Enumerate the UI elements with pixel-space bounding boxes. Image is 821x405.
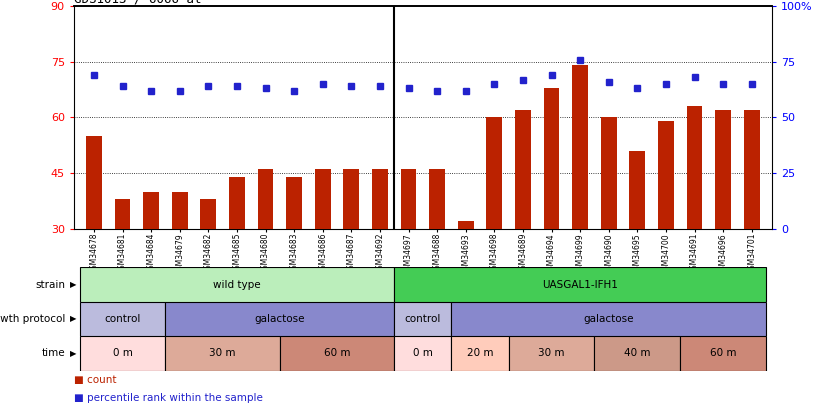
Text: UASGAL1-IFH1: UASGAL1-IFH1 (542, 279, 618, 290)
Bar (80, 267, 394, 302)
Bar (452, 336, 509, 371)
Bar (458, 222, 474, 340)
Text: 60 m: 60 m (323, 348, 351, 358)
Bar (487, 117, 502, 340)
Bar (394, 336, 452, 371)
Bar (572, 66, 588, 340)
Bar (86, 136, 102, 340)
Bar (280, 336, 394, 371)
Bar (594, 336, 681, 371)
Text: GDS1013 / 6066_at: GDS1013 / 6066_at (74, 0, 201, 5)
Bar (165, 336, 280, 371)
Bar (394, 302, 452, 336)
Text: 40 m: 40 m (624, 348, 650, 358)
Text: 30 m: 30 m (539, 348, 565, 358)
Bar (80, 302, 165, 336)
Text: 30 m: 30 m (209, 348, 236, 358)
Bar (601, 117, 617, 340)
Bar (401, 169, 416, 340)
Text: ▶: ▶ (70, 349, 76, 358)
Bar (372, 169, 388, 340)
Text: galactose: galactose (255, 314, 305, 324)
Bar (258, 169, 273, 340)
Bar (172, 192, 187, 340)
Bar (429, 169, 445, 340)
Text: control: control (405, 314, 441, 324)
Text: ▶: ▶ (70, 314, 76, 324)
Bar (658, 121, 674, 340)
Bar (509, 336, 594, 371)
Text: ▶: ▶ (70, 280, 76, 289)
Text: time: time (42, 348, 66, 358)
Text: ■ count: ■ count (74, 375, 117, 385)
Text: wild type: wild type (213, 279, 261, 290)
Bar (343, 169, 359, 340)
Bar (515, 110, 531, 340)
Text: 20 m: 20 m (467, 348, 493, 358)
Text: 0 m: 0 m (413, 348, 433, 358)
Text: galactose: galactose (584, 314, 634, 324)
Bar (165, 302, 394, 336)
Bar (287, 177, 302, 340)
Text: ■ percentile rank within the sample: ■ percentile rank within the sample (74, 393, 263, 403)
Bar (229, 177, 245, 340)
Text: strain: strain (35, 279, 66, 290)
Bar (452, 302, 766, 336)
Bar (394, 267, 766, 302)
Text: 0 m: 0 m (112, 348, 132, 358)
Text: growth protocol: growth protocol (0, 314, 66, 324)
Bar (715, 110, 731, 340)
Bar (686, 107, 703, 340)
Text: 60 m: 60 m (710, 348, 736, 358)
Text: control: control (104, 314, 140, 324)
Bar (80, 336, 165, 371)
Bar (115, 199, 131, 340)
Bar (630, 151, 645, 340)
Bar (544, 88, 559, 340)
Bar (681, 336, 766, 371)
Bar (314, 169, 331, 340)
Bar (744, 110, 759, 340)
Bar (143, 192, 159, 340)
Bar (200, 199, 216, 340)
